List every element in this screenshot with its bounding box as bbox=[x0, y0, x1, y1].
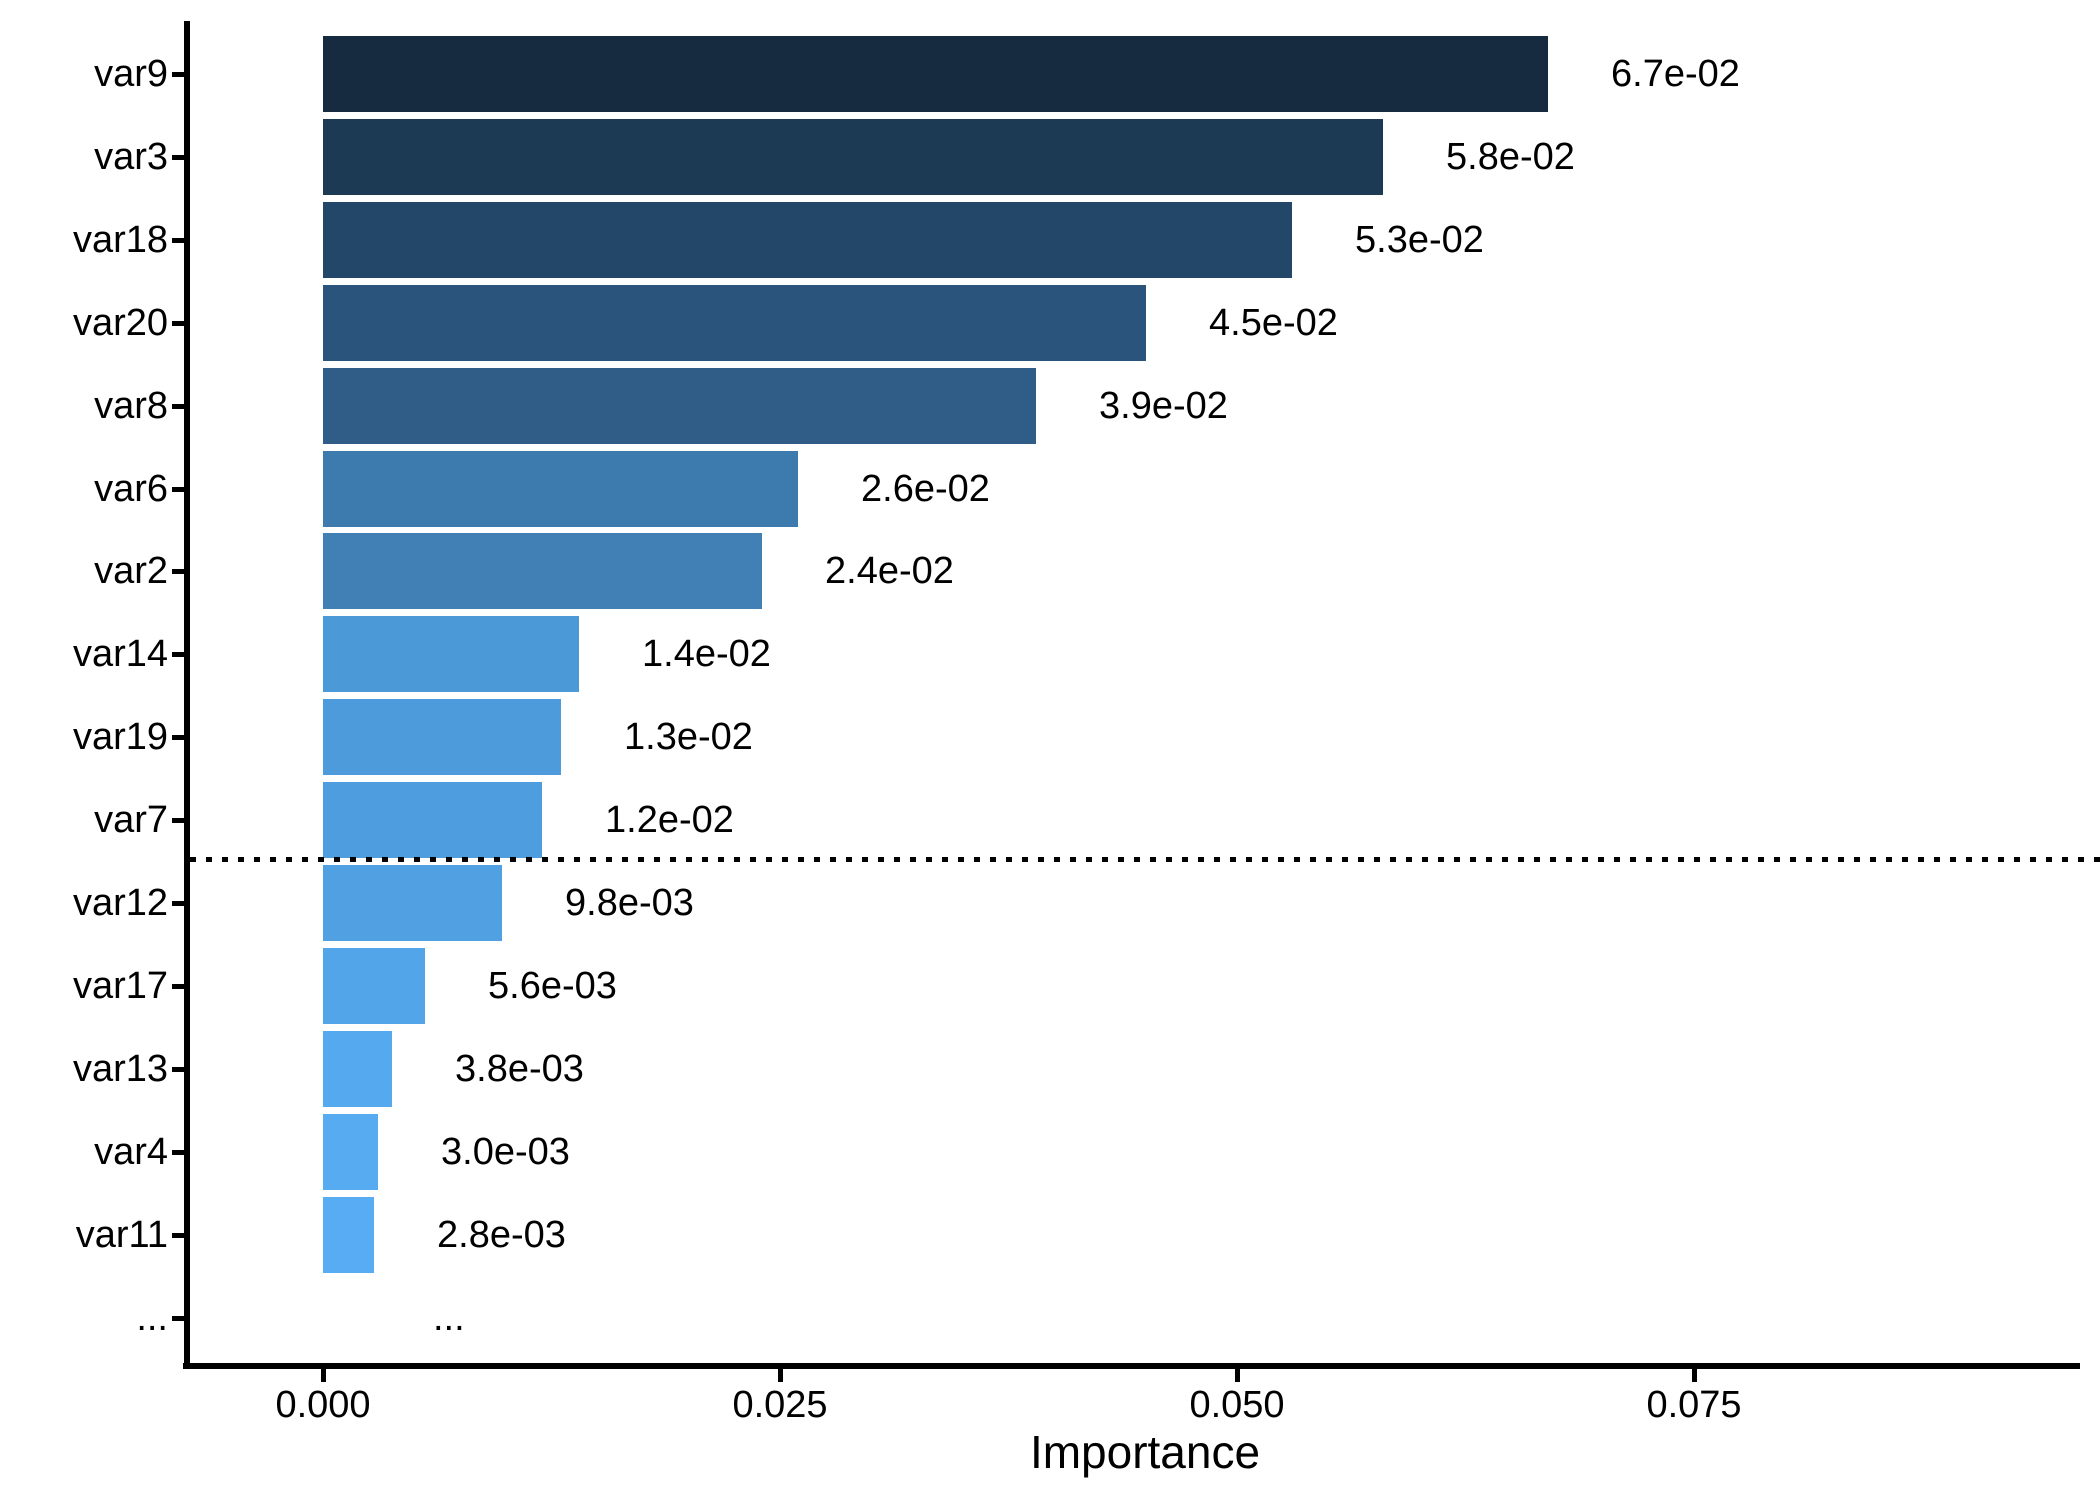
bar-value-label: ... bbox=[433, 1296, 465, 1339]
bar-value-label: 2.8e-03 bbox=[437, 1213, 566, 1256]
bar-value-label: 1.3e-02 bbox=[624, 716, 753, 759]
y-axis-label: var13 bbox=[72, 1047, 168, 1090]
y-axis-tick bbox=[172, 735, 184, 741]
x-axis-tick bbox=[1692, 1369, 1697, 1382]
bar-value-label: 6.7e-02 bbox=[1611, 53, 1740, 95]
y-axis-label: var14 bbox=[72, 633, 168, 676]
bar bbox=[323, 865, 502, 941]
y-axis-tick bbox=[172, 154, 184, 160]
y-axis-tick bbox=[172, 1149, 184, 1155]
bar-value-label: 3.0e-03 bbox=[441, 1130, 570, 1173]
x-axis-line bbox=[183, 1363, 2080, 1369]
x-axis-title: Importance bbox=[1029, 1426, 1261, 1478]
bar bbox=[323, 533, 762, 610]
bar-value-label: 1.2e-02 bbox=[605, 799, 734, 842]
bar bbox=[323, 1030, 392, 1107]
y-axis-tick bbox=[172, 983, 184, 989]
y-axis-label: var4 bbox=[94, 1130, 168, 1173]
bar bbox=[323, 201, 1292, 278]
bar bbox=[323, 450, 798, 527]
y-axis-label: var6 bbox=[94, 467, 168, 510]
x-axis-tick-label: 0.025 bbox=[732, 1384, 828, 1426]
bar-value-label: 3.8e-03 bbox=[455, 1047, 584, 1090]
bar bbox=[323, 947, 425, 1024]
y-axis-label: var7 bbox=[94, 799, 168, 842]
x-axis-tick bbox=[321, 1369, 326, 1382]
y-axis-tick bbox=[172, 320, 184, 326]
bar bbox=[323, 118, 1383, 195]
bar-value-label: 5.6e-03 bbox=[488, 964, 617, 1007]
y-axis-label: var3 bbox=[94, 135, 168, 178]
y-axis-label: var2 bbox=[94, 550, 168, 593]
bar bbox=[323, 782, 542, 859]
bar-value-label: 5.3e-02 bbox=[1355, 218, 1484, 261]
bar-value-label: 4.5e-02 bbox=[1209, 301, 1338, 344]
bar bbox=[323, 1196, 374, 1273]
bar-value-label: 1.4e-02 bbox=[642, 633, 771, 676]
y-axis-tick bbox=[172, 1066, 184, 1072]
y-axis-tick bbox=[172, 901, 184, 906]
bar-value-label: 5.8e-02 bbox=[1446, 135, 1575, 178]
y-axis-label: var20 bbox=[72, 301, 168, 344]
x-axis-tick bbox=[778, 1369, 783, 1382]
y-axis-tick bbox=[172, 1232, 184, 1238]
bar bbox=[323, 616, 579, 693]
bar bbox=[323, 284, 1146, 361]
y-axis-tick bbox=[172, 403, 184, 409]
y-axis-tick bbox=[172, 72, 184, 77]
bar bbox=[323, 36, 1548, 112]
bar bbox=[323, 367, 1036, 444]
x-axis-tick bbox=[1235, 1369, 1240, 1382]
bar-value-label: 9.8e-03 bbox=[565, 882, 694, 924]
y-axis-tick bbox=[172, 818, 184, 824]
y-axis-label: var17 bbox=[72, 964, 168, 1007]
y-axis-tick bbox=[172, 1315, 184, 1321]
y-axis-label: var19 bbox=[72, 716, 168, 759]
bar-value-label: 2.6e-02 bbox=[861, 467, 990, 510]
y-axis-label: var18 bbox=[72, 218, 168, 261]
bar bbox=[323, 699, 561, 776]
threshold-dotted-line bbox=[190, 857, 2100, 862]
x-axis-tick-label: 0.000 bbox=[275, 1384, 371, 1426]
y-axis-label: var9 bbox=[94, 53, 168, 95]
bar bbox=[323, 1113, 378, 1190]
y-axis-label: var12 bbox=[72, 882, 168, 924]
y-axis-tick bbox=[172, 569, 184, 575]
bar-value-label: 3.9e-02 bbox=[1099, 384, 1228, 427]
y-axis-line bbox=[184, 21, 190, 1369]
y-axis-label: ... bbox=[136, 1296, 168, 1339]
x-axis-tick-label: 0.050 bbox=[1189, 1384, 1285, 1426]
y-axis-tick bbox=[172, 486, 184, 492]
y-axis-label: var8 bbox=[94, 384, 168, 427]
bar-value-label: 2.4e-02 bbox=[825, 550, 954, 593]
x-axis-tick-label: 0.075 bbox=[1646, 1384, 1742, 1426]
y-axis-tick bbox=[172, 237, 184, 243]
y-axis-tick bbox=[172, 652, 184, 658]
y-axis-label: var11 bbox=[75, 1213, 168, 1256]
